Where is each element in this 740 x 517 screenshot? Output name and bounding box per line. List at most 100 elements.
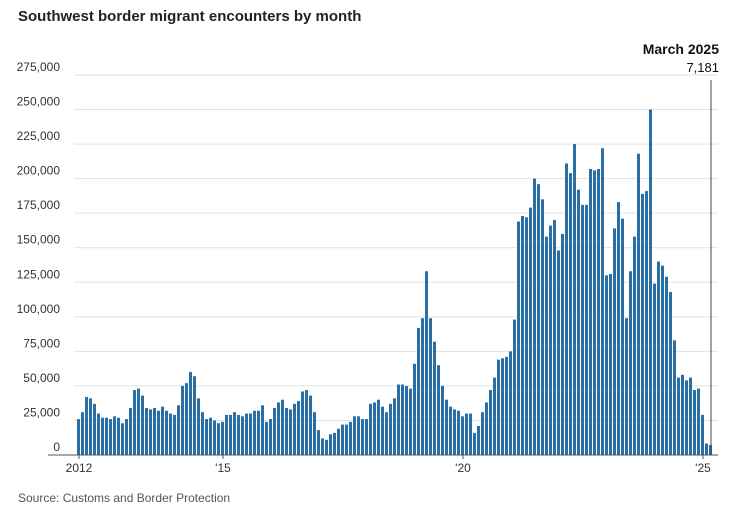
bar [141, 395, 144, 455]
bar [637, 153, 640, 455]
bar [601, 148, 604, 455]
bar [353, 416, 356, 455]
latest-month-annotation: March 2025 7,181 [643, 41, 719, 455]
bar [629, 271, 632, 455]
bar [157, 410, 160, 455]
bar [325, 439, 328, 455]
source-note: Source: Customs and Border Protection [18, 491, 231, 505]
bar [161, 406, 164, 455]
bar [205, 419, 208, 455]
bar [389, 403, 392, 455]
bar [185, 383, 188, 455]
bar [565, 163, 568, 455]
bar [685, 380, 688, 455]
bar [133, 390, 136, 455]
bar [521, 215, 524, 455]
bar [701, 414, 704, 455]
bar [437, 365, 440, 455]
bar [109, 419, 112, 455]
bar [561, 233, 564, 455]
bar [461, 416, 464, 455]
bar [517, 221, 520, 455]
bar [493, 377, 496, 455]
bar [289, 409, 292, 455]
bar [501, 358, 504, 455]
bar [369, 403, 372, 455]
bar [93, 403, 96, 455]
x-tick-label: 2012 [66, 461, 93, 475]
y-tick-label: 225,000 [17, 129, 61, 143]
bar [309, 395, 312, 455]
bar [441, 385, 444, 455]
bar [129, 408, 132, 455]
bar [585, 204, 588, 455]
x-tick-label: '15 [215, 461, 231, 475]
bar [245, 413, 248, 455]
bar [661, 265, 664, 455]
bar [693, 390, 696, 455]
bar [433, 341, 436, 455]
bar [669, 291, 672, 455]
bar [145, 408, 148, 455]
bar [201, 412, 204, 455]
bar [137, 388, 140, 455]
bar [549, 225, 552, 455]
bar [645, 191, 648, 455]
bar [557, 250, 560, 455]
bar [269, 419, 272, 455]
bar [569, 173, 572, 456]
bar [449, 406, 452, 455]
bar [337, 428, 340, 455]
bar [641, 193, 644, 455]
bar [677, 377, 680, 455]
bar [341, 424, 344, 455]
bar [573, 144, 576, 455]
bar [285, 408, 288, 455]
bar [409, 388, 412, 455]
bar [217, 423, 220, 455]
bar [273, 408, 276, 455]
bar [429, 318, 432, 455]
bar [305, 390, 308, 455]
bar [425, 271, 428, 455]
bar [85, 396, 88, 455]
bar [293, 403, 296, 455]
bar [165, 410, 168, 455]
x-tick-label: '20 [455, 461, 471, 475]
annotation-value: 7,181 [686, 60, 719, 75]
bar [153, 408, 156, 455]
bar [261, 405, 264, 455]
bar [237, 414, 240, 455]
bar [469, 413, 472, 455]
bar [505, 356, 508, 455]
bar [373, 402, 376, 455]
bar [365, 419, 368, 455]
bar [297, 401, 300, 455]
y-tick-label: 75,000 [23, 336, 60, 350]
bar [653, 283, 656, 455]
bar [613, 228, 616, 455]
annotation-label: March 2025 [643, 41, 719, 57]
bar [689, 377, 692, 455]
bar [113, 416, 116, 455]
bar [265, 421, 268, 455]
bar [117, 417, 120, 455]
bar [241, 416, 244, 455]
bar [497, 359, 500, 455]
y-tick-label: 125,000 [17, 267, 61, 281]
bar [541, 199, 544, 455]
bar [649, 109, 652, 455]
bar [281, 399, 284, 455]
bar [393, 398, 396, 455]
bar [405, 385, 408, 455]
bar [169, 413, 172, 455]
bar [349, 421, 352, 455]
bar [277, 402, 280, 455]
y-tick-label: 50,000 [23, 371, 60, 385]
bar [173, 414, 176, 455]
x-tick-label: '25 [695, 461, 711, 475]
bar [529, 207, 532, 455]
bar [233, 412, 236, 455]
bar [381, 406, 384, 455]
